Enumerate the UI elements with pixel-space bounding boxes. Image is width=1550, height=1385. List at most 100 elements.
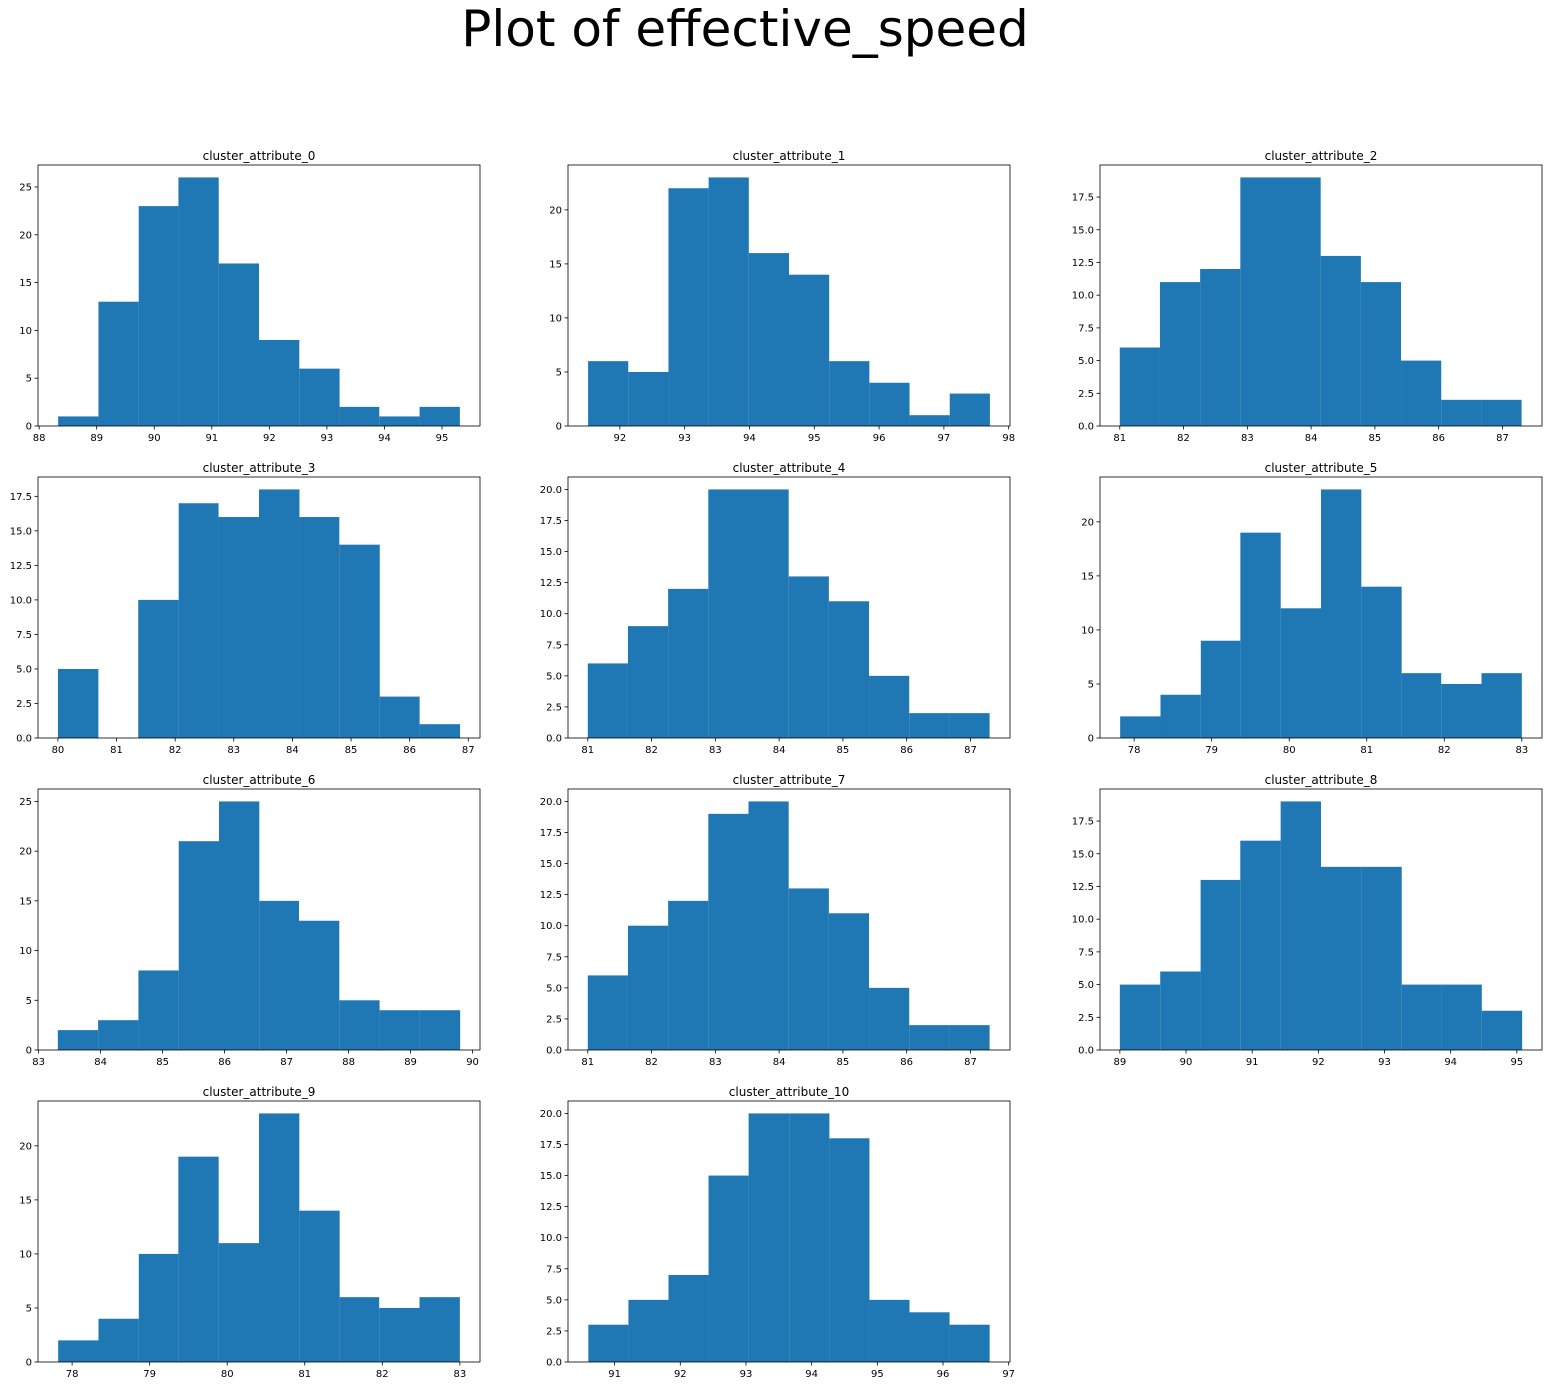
bar [98,301,139,426]
bar [708,489,749,738]
x-tick-label: 81 [581,745,594,756]
y-tick-label: 0.0 [546,1046,562,1057]
x-tick-label: 78 [66,1369,79,1380]
bar [219,801,260,1050]
bar [949,1324,990,1362]
x-tick-label: 84 [286,745,299,756]
subplot-title: cluster_attribute_5 [1265,461,1378,475]
y-tick-label: 0 [1088,734,1094,745]
bar [299,368,340,426]
y-tick-label: 0.0 [546,734,562,745]
x-tick-label: 82 [1177,433,1190,444]
x-tick-label: 83 [453,1369,466,1380]
bar [628,371,669,426]
y-tick-label: 5.0 [1078,980,1094,991]
bar [259,1113,300,1362]
bar [1441,399,1482,426]
bar [1240,177,1281,426]
y-tick-label: 15 [1081,571,1094,582]
x-tick-label: 93 [740,1369,753,1380]
bar [1200,640,1241,738]
y-tick-label: 10.0 [10,595,32,606]
y-tick-label: 17.5 [540,516,562,527]
x-tick-label: 83 [709,1057,722,1068]
y-tick-label: 0 [26,1358,32,1369]
bar [178,503,219,738]
y-tick-label: 5 [26,1303,32,1314]
x-tick-label: 80 [221,1369,234,1380]
bar [138,970,179,1050]
bar [668,900,709,1050]
y-tick-label: 10 [19,946,32,957]
x-tick-label: 81 [1360,745,1373,756]
bar [379,1307,420,1362]
y-tick-label: 12.5 [540,578,562,589]
y-tick-label: 10.0 [540,1233,562,1244]
x-tick-label: 87 [462,745,475,756]
subplot-title: cluster_attribute_4 [733,461,846,475]
y-tick-label: 15 [19,896,32,907]
bar [668,588,709,738]
y-tick-label: 2.5 [546,1014,562,1025]
bar [178,1156,219,1362]
y-tick-label: 20 [1081,517,1094,528]
y-tick-label: 5 [1088,679,1094,690]
x-tick-label: 93 [678,433,691,444]
bar [419,1010,461,1050]
bar [788,888,829,1050]
y-tick-label: 7.5 [546,952,562,963]
x-tick-label: 82 [645,745,658,756]
bar [829,1138,870,1362]
bar [909,1025,950,1050]
x-tick-label: 81 [581,1057,594,1068]
x-tick-label: 85 [345,745,358,756]
bar [1481,399,1522,426]
bar [339,1000,380,1050]
x-tick-label: 81 [1113,433,1126,444]
y-tick-label: 10 [19,1249,32,1260]
x-tick-label: 83 [709,745,722,756]
x-tick-label: 90 [148,433,161,444]
x-tick-label: 80 [1283,745,1296,756]
y-tick-label: 10 [19,326,32,337]
figure-title: Plot of effective_speed [461,0,1029,58]
y-tick-label: 12.5 [540,1202,562,1213]
bar [259,339,300,426]
bar [379,1010,420,1050]
bar [98,1020,139,1050]
bar [708,813,749,1050]
x-tick-label: 87 [280,1057,293,1068]
y-tick-label: 25 [19,182,32,193]
y-tick-label: 5.0 [1078,356,1094,367]
x-tick-label: 95 [436,433,449,444]
y-tick-label: 7.5 [1078,947,1094,958]
x-tick-label: 83 [1515,745,1528,756]
bar [299,517,340,738]
y-tick-label: 10.0 [540,921,562,932]
x-tick-label: 88 [342,1057,355,1068]
x-tick-label: 88 [33,433,46,444]
x-tick-label: 87 [964,1057,977,1068]
x-tick-label: 92 [263,433,276,444]
bar [1361,586,1402,738]
y-tick-label: 7.5 [1078,323,1094,334]
y-tick-label: 15.0 [1072,849,1094,860]
subplot-title: cluster_attribute_8 [1265,773,1378,787]
y-tick-label: 2.5 [16,699,32,710]
bar [58,416,99,426]
y-tick-label: 2.5 [1078,1013,1094,1024]
bar [828,913,870,1050]
axes-frame [37,788,481,1051]
x-tick-label: 81 [110,745,123,756]
bar [949,713,990,738]
x-tick-label: 89 [90,433,103,444]
bar [218,517,259,738]
subplot-title: cluster_attribute_0 [203,149,316,163]
bar [178,841,220,1050]
bar [909,713,950,738]
bar [869,382,910,426]
subplot-title: cluster_attribute_6 [203,773,316,787]
y-tick-label: 20 [19,847,32,858]
bar [57,1030,99,1050]
